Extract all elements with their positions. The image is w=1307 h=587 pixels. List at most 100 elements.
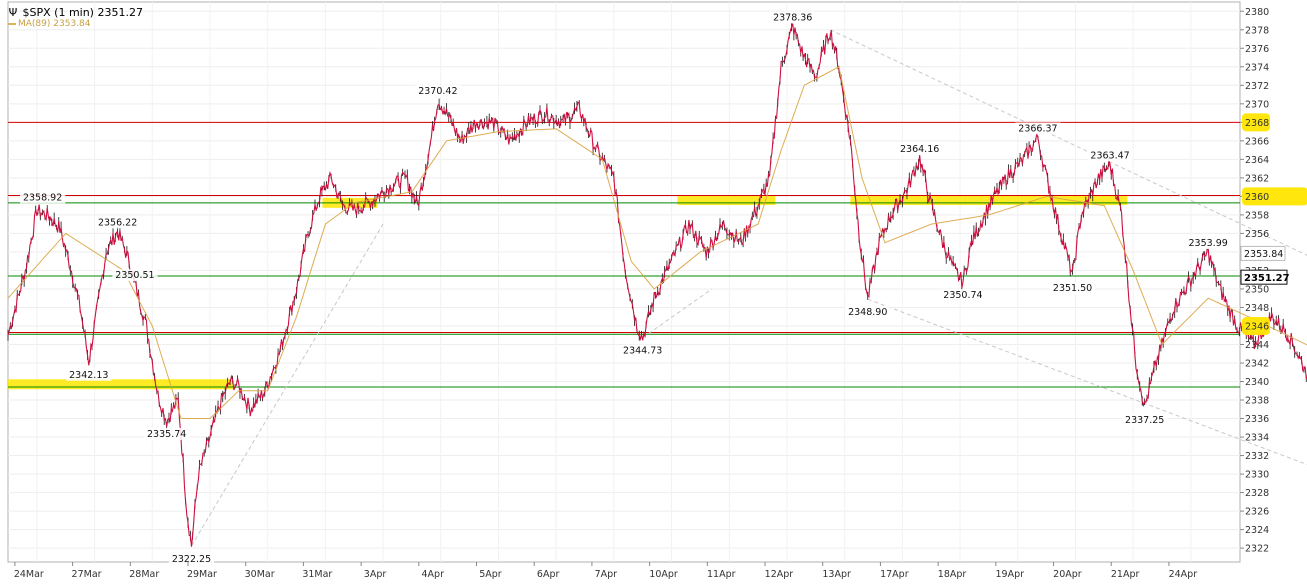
annotation-bg xyxy=(897,142,943,155)
y-tick-label: 2376 xyxy=(1245,44,1269,55)
y-tick-label: 2364 xyxy=(1245,155,1269,166)
x-tick-label: 20Apr xyxy=(1053,569,1082,580)
y-tick-label: 2334 xyxy=(1245,433,1269,444)
last-price-text: 2351.27 xyxy=(1244,273,1290,284)
highlight-zone xyxy=(677,195,776,206)
interval-label: (1 min) xyxy=(54,6,94,19)
highlight-zone xyxy=(8,379,234,390)
horizontal-levels xyxy=(8,121,1240,388)
y-tick-label: 2358 xyxy=(1245,210,1269,221)
last-price-tag xyxy=(1240,269,1288,285)
x-tick-label: 30Mar xyxy=(245,569,275,580)
y-tick-label: 2370 xyxy=(1245,99,1269,110)
x-tick-label: 31Mar xyxy=(302,569,332,580)
y-tick-label: 2336 xyxy=(1245,414,1269,425)
y-tick-label: 2348 xyxy=(1245,303,1269,314)
axis-highlight-2346 xyxy=(1242,316,1270,335)
annotation-label: 2335.74 xyxy=(147,429,186,440)
x-tick-label: 29Mar xyxy=(187,569,217,580)
trend-line xyxy=(642,288,713,339)
symbol-label: $SPX xyxy=(22,6,51,19)
annotation-label: 2358.92 xyxy=(23,192,62,203)
annotation-label: 2363.47 xyxy=(1090,150,1129,161)
annotation-label: 2378.36 xyxy=(773,12,812,23)
y-tick-label: 2324 xyxy=(1245,525,1269,536)
annotation-bg xyxy=(940,289,986,302)
price-line xyxy=(7,23,1307,547)
ma-price-tag xyxy=(1240,245,1286,261)
x-tick-label: 5Apr xyxy=(479,569,502,580)
x-tick-label: 24Apr xyxy=(1169,569,1198,580)
annotation-bg xyxy=(1122,413,1168,426)
trend-line xyxy=(830,29,1307,256)
x-tick-label: 19Apr xyxy=(995,569,1024,580)
y-tick-label: 2330 xyxy=(1245,470,1269,481)
y-tick-label: 2378 xyxy=(1245,25,1269,36)
highlight-zone xyxy=(850,195,1128,206)
annotation-label: 2366.37 xyxy=(1018,123,1057,134)
annotation-label: 2350.74 xyxy=(943,290,982,301)
axis-highlight-2368 xyxy=(1242,113,1270,132)
annotation-bg xyxy=(1185,237,1231,250)
grid-lines xyxy=(7,1,1241,563)
annotation-label: 2353.99 xyxy=(1189,238,1228,249)
y-tick-label: 2356 xyxy=(1245,229,1269,240)
price-annotations: 2358.92 2342.13 2356.22 2350.51 2335.74 2322.… xyxy=(19,11,1231,565)
last-price-label: 2351.27 xyxy=(97,6,143,19)
y-tick-label: 2366 xyxy=(1245,136,1269,147)
y-tick-label: 2338 xyxy=(1245,396,1269,407)
x-tick-label: 3Apr xyxy=(364,569,387,580)
annotation-bg xyxy=(168,552,215,565)
y-tick-label: 2380 xyxy=(1245,7,1269,18)
x-tick-label: 28Mar xyxy=(129,569,159,580)
y-tick-label: 2362 xyxy=(1245,173,1269,184)
annotation-bg xyxy=(415,84,461,97)
annotation-bg xyxy=(66,368,112,381)
y-tick-label: 2350 xyxy=(1245,284,1269,295)
ma-line xyxy=(7,66,1307,419)
y-tick-label: 2328 xyxy=(1245,488,1269,499)
y-tick-label: 2342 xyxy=(1245,358,1269,369)
annotation-bg xyxy=(845,306,891,319)
ohlc-ticks xyxy=(7,22,1307,541)
annotation-bg xyxy=(1087,149,1133,162)
ma-name: MA(89) xyxy=(18,19,51,29)
x-tick-label: 27Mar xyxy=(72,569,102,580)
annotation-label: 2344.73 xyxy=(623,346,662,357)
trend-lines xyxy=(191,29,1307,547)
annotation-label: 2322.25 xyxy=(172,554,211,565)
chart-title: Ψ $SPX (1 min) 2351.27 xyxy=(8,6,143,19)
y-tick-label: 2326 xyxy=(1245,507,1269,518)
annotation-bg xyxy=(112,269,158,282)
ma-value: 2353.84 xyxy=(53,19,91,29)
annotation-label: 2364.16 xyxy=(900,144,939,155)
y-tick-label: 2332 xyxy=(1245,451,1269,462)
annotation-bg xyxy=(1049,282,1096,295)
annotation-bg xyxy=(94,216,141,229)
x-tick-label: 10Apr xyxy=(649,569,678,580)
ma-swatch xyxy=(8,22,16,25)
annotation-bg xyxy=(19,191,66,204)
annotation-bg xyxy=(620,344,666,357)
x-tick-label: 4Apr xyxy=(422,569,445,580)
annotation-label: 2342.13 xyxy=(69,370,108,381)
annotation-bg xyxy=(770,11,816,24)
x-tick-label: 13Apr xyxy=(822,569,851,580)
annotation-bg xyxy=(144,427,190,440)
price-series xyxy=(7,23,1307,547)
y-tick-label: 2372 xyxy=(1245,81,1269,92)
trend-line xyxy=(867,298,1307,466)
x-tick-label: 21Apr xyxy=(1111,569,1140,580)
annotation-label: 2356.22 xyxy=(98,217,137,228)
ma-series xyxy=(7,66,1307,419)
x-tick-label: 7Apr xyxy=(595,569,618,580)
y-tick-label: 2360 xyxy=(1245,192,1269,203)
x-tick-label: 11Apr xyxy=(707,569,736,580)
y-axis: 2322 2324 2326 2328 2330 2332 2334 2336 2338 2340… xyxy=(1240,7,1307,555)
x-tick-label: 6Apr xyxy=(537,569,560,580)
annotation-label: 2348.90 xyxy=(848,307,887,318)
x-axis: 24Mar 27Mar 28Mar 29Mar 30Mar 31Mar 3Apr 4Apr 5A… xyxy=(14,562,1197,580)
y-tick-label: 2322 xyxy=(1245,544,1269,555)
